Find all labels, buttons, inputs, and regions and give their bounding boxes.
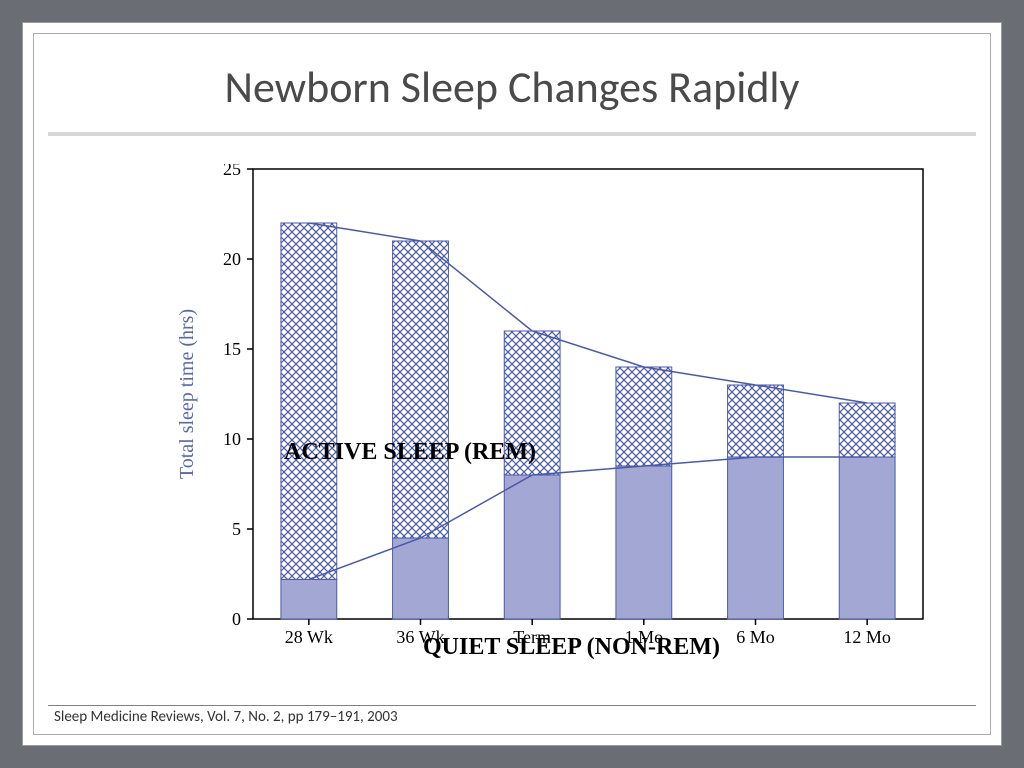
- svg-text:6 Mo: 6 Mo: [736, 627, 775, 647]
- slide-inner: Newborn Sleep Changes Rapidly 0 5 10 15 20 25…: [33, 33, 991, 735]
- citation: Sleep Medicine Reviews, Vol. 7, No. 2, p…: [54, 708, 398, 726]
- slide-title: Newborn Sleep Changes Rapidly: [34, 34, 990, 132]
- svg-text:10: 10: [223, 429, 241, 449]
- sleep-chart: 0510152025Total sleep time (hrs)28 Wk36 …: [48, 164, 978, 674]
- svg-text:28 Wk: 28 Wk: [285, 627, 333, 647]
- svg-text:12 Mo: 12 Mo: [843, 627, 891, 647]
- svg-text:Total sleep time (hrs): Total sleep time (hrs): [176, 309, 198, 479]
- svg-text:5: 5: [232, 519, 241, 539]
- svg-text:25: 25: [223, 164, 241, 179]
- title-divider: [48, 132, 976, 136]
- svg-text:15: 15: [223, 339, 241, 359]
- svg-text:0: 0: [232, 609, 241, 629]
- chart-area: 0510152025Total sleep time (hrs)28 Wk36 …: [48, 164, 976, 684]
- citation-line: [48, 705, 976, 706]
- active-sleep-label: ACTIVE SLEEP (REM): [284, 439, 536, 466]
- quiet-sleep-label: QUIET SLEEP (NON-REM): [423, 634, 720, 661]
- svg-text:20: 20: [223, 249, 241, 269]
- slide-frame: Newborn Sleep Changes Rapidly 0 5 10 15 20 25…: [22, 22, 1002, 746]
